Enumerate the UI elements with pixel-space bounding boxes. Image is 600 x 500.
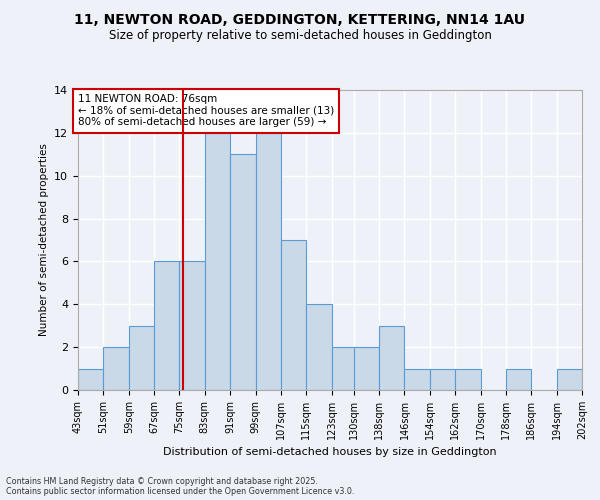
Bar — [557, 368, 582, 390]
Bar — [306, 304, 332, 390]
Bar — [78, 368, 103, 390]
Y-axis label: Number of semi-detached properties: Number of semi-detached properties — [38, 144, 49, 336]
Text: Size of property relative to semi-detached houses in Geddington: Size of property relative to semi-detach… — [109, 29, 491, 42]
Text: 11 NEWTON ROAD: 76sqm
← 18% of semi-detached houses are smaller (13)
80% of semi: 11 NEWTON ROAD: 76sqm ← 18% of semi-deta… — [78, 94, 334, 128]
Bar — [281, 240, 306, 390]
Bar — [379, 326, 404, 390]
Bar — [179, 262, 205, 390]
Bar — [506, 368, 531, 390]
Bar — [230, 154, 256, 390]
Bar — [332, 347, 357, 390]
Text: Contains HM Land Registry data © Crown copyright and database right 2025.: Contains HM Land Registry data © Crown c… — [6, 477, 318, 486]
Bar — [354, 347, 379, 390]
Text: Contains public sector information licensed under the Open Government Licence v3: Contains public sector information licen… — [6, 487, 355, 496]
Bar — [154, 262, 179, 390]
Bar — [205, 133, 230, 390]
Bar — [430, 368, 455, 390]
Bar — [256, 133, 281, 390]
Bar — [455, 368, 481, 390]
Text: 11, NEWTON ROAD, GEDDINGTON, KETTERING, NN14 1AU: 11, NEWTON ROAD, GEDDINGTON, KETTERING, … — [74, 12, 526, 26]
Bar — [103, 347, 129, 390]
X-axis label: Distribution of semi-detached houses by size in Geddington: Distribution of semi-detached houses by … — [163, 448, 497, 458]
Bar — [129, 326, 154, 390]
Bar — [404, 368, 430, 390]
